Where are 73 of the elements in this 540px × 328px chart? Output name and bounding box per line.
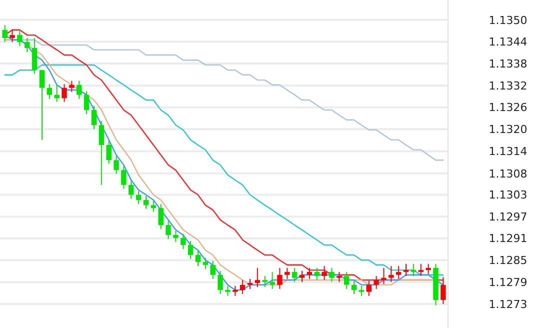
candlestick (254, 267, 260, 288)
candlestick (158, 204, 164, 230)
candlestick (180, 233, 186, 250)
y-tick-label: 1.1291 (488, 232, 528, 246)
y-tick-label: 1.1273 (488, 298, 528, 311)
y-tick-label: 1.1285 (488, 254, 528, 267)
candlestick (381, 267, 386, 285)
candlestick (150, 200, 156, 212)
candlestick (10, 29, 15, 43)
y-tick-label: 1.1297 (488, 210, 528, 224)
y-tick-label: 1.1308 (488, 167, 528, 180)
candlestick (84, 90, 90, 115)
candlestick (114, 156, 119, 174)
candlestick (329, 267, 334, 282)
candlestick (418, 263, 424, 276)
candlestick (426, 263, 431, 275)
candlestick (210, 260, 216, 280)
candlestick (270, 271, 275, 290)
candlestick (240, 280, 246, 295)
candlestick (344, 271, 350, 290)
y-tick-label: 1.1350 (488, 14, 528, 27)
y-tick-label: 1.1332 (488, 79, 528, 92)
candlestick (351, 280, 357, 295)
y-tick-label: 1.1344 (488, 36, 528, 49)
candlestick (218, 270, 223, 295)
candlestick (232, 285, 238, 296)
candlestick (284, 267, 290, 280)
candlestick (76, 80, 82, 100)
candlestick (358, 285, 364, 296)
candlestick (106, 140, 112, 164)
y-tick-label: 1.1326 (488, 101, 528, 114)
candlestick (143, 195, 149, 210)
candlestick (225, 285, 230, 296)
candlestick (388, 266, 394, 282)
candlestick (62, 84, 67, 102)
candlestick (262, 275, 268, 288)
candlestick (173, 230, 178, 243)
candlestick (32, 38, 38, 74)
y-tick-label: 1.1314 (488, 145, 528, 158)
candlestick (98, 120, 104, 186)
candlestick (136, 190, 142, 205)
candlestick (366, 280, 372, 296)
candlestick (46, 84, 52, 100)
candlestick (121, 166, 126, 190)
candlestick (69, 80, 74, 92)
candlestick (17, 29, 22, 47)
candlestick (403, 263, 409, 276)
candlestick (322, 266, 327, 281)
y-tick-label: 1.1320 (488, 122, 528, 136)
candlestick (166, 220, 171, 240)
candlestick (306, 267, 312, 280)
candlestick (54, 84, 60, 102)
candlestick (374, 275, 379, 290)
candlestick (299, 270, 305, 282)
candlestick (195, 250, 201, 267)
y-tick-label: 1.1338 (488, 57, 528, 70)
candlestick (292, 267, 298, 282)
candlestick (24, 38, 30, 53)
candlestick (314, 267, 320, 281)
y-tick-label: 1.1303 (488, 188, 528, 202)
candlestick (91, 105, 97, 130)
candlestick (336, 271, 342, 282)
candlestick (39, 70, 45, 140)
candlestick (410, 263, 416, 276)
candlestick (128, 180, 134, 200)
candlestick (247, 278, 253, 290)
candlestick (188, 240, 194, 260)
candlestick (277, 267, 282, 290)
candlestick (440, 276, 446, 305)
candlestick (202, 257, 208, 270)
y-tick-label: 1.1279 (488, 276, 528, 290)
candlestick (396, 266, 402, 280)
candlestick (2, 24, 8, 43)
